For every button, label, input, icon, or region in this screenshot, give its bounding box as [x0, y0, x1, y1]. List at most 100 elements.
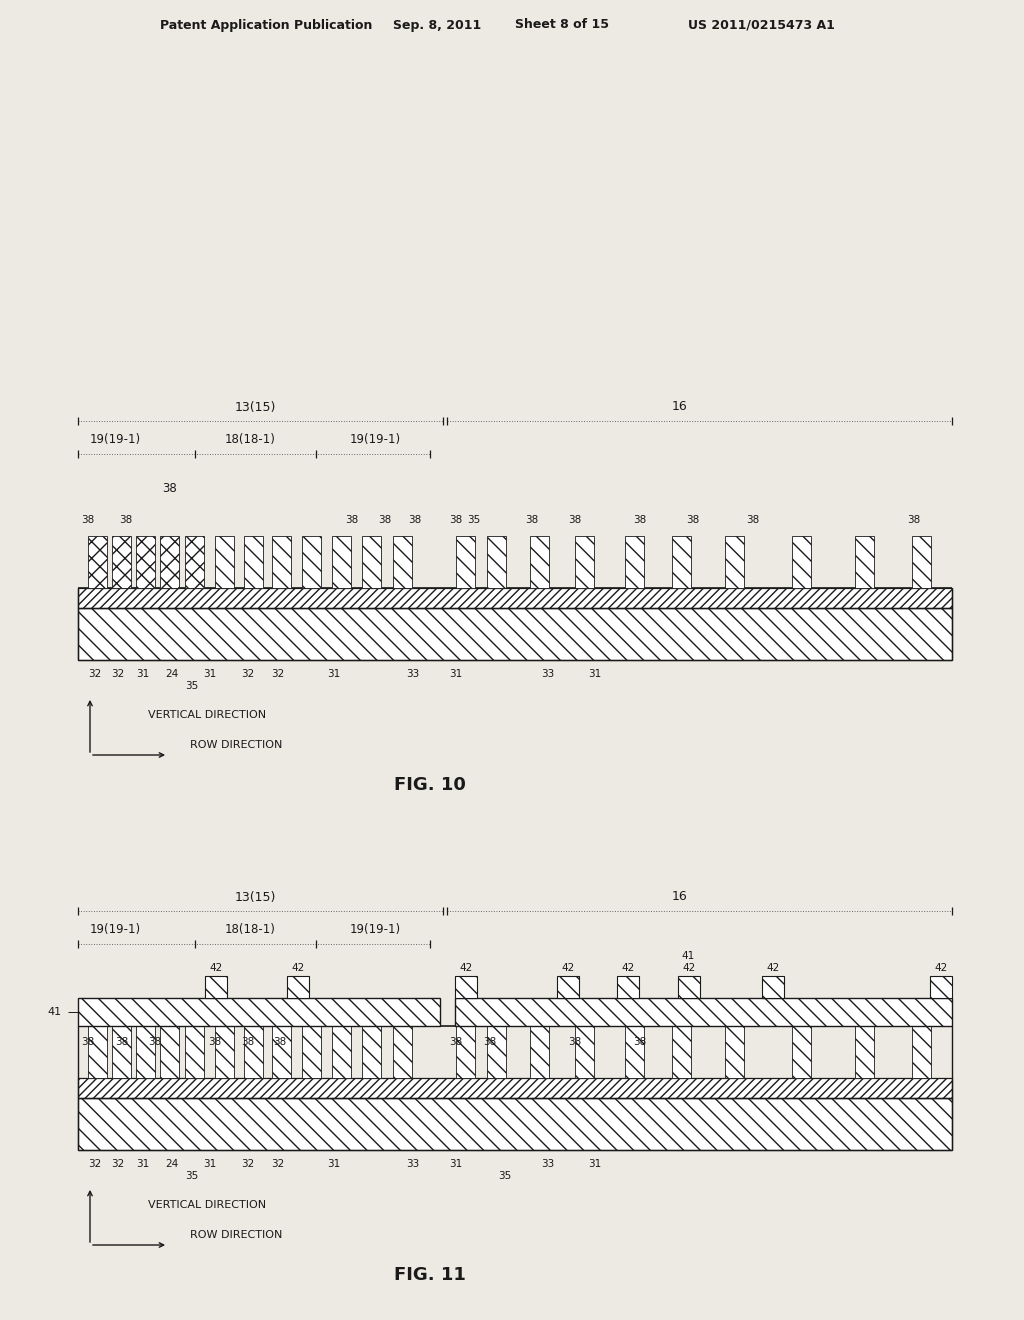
- Bar: [78, 1078, 952, 1098]
- Bar: [272, 1026, 291, 1078]
- Bar: [455, 975, 477, 998]
- Text: 38: 38: [686, 515, 699, 525]
- Bar: [362, 1026, 381, 1078]
- Text: 19(19-1): 19(19-1): [349, 924, 400, 936]
- Bar: [136, 1026, 155, 1078]
- Text: 38: 38: [568, 515, 582, 525]
- Text: 41: 41: [48, 1007, 62, 1016]
- Bar: [160, 1026, 179, 1078]
- Text: 42: 42: [682, 964, 695, 973]
- Text: 42: 42: [934, 964, 947, 973]
- Text: 35: 35: [185, 681, 199, 690]
- Bar: [78, 1098, 952, 1150]
- Bar: [930, 975, 952, 998]
- Text: 42: 42: [460, 964, 473, 973]
- Text: 38: 38: [273, 1038, 287, 1047]
- Bar: [215, 1026, 234, 1078]
- Text: 38: 38: [208, 1038, 221, 1047]
- Bar: [672, 536, 691, 587]
- Text: Sheet 8 of 15: Sheet 8 of 15: [515, 18, 609, 32]
- Bar: [302, 536, 321, 587]
- Bar: [112, 1026, 131, 1078]
- Bar: [530, 1026, 549, 1078]
- Text: 38: 38: [345, 515, 358, 525]
- Bar: [625, 536, 644, 587]
- Bar: [855, 1026, 874, 1078]
- Bar: [617, 975, 639, 998]
- Bar: [455, 998, 952, 1026]
- Bar: [456, 1026, 475, 1078]
- Text: 13(15): 13(15): [234, 891, 275, 903]
- Text: 32: 32: [242, 669, 255, 678]
- Text: 31: 31: [589, 669, 602, 678]
- Bar: [393, 536, 412, 587]
- Bar: [112, 536, 131, 587]
- Text: 38: 38: [116, 1038, 129, 1047]
- Text: 32: 32: [112, 669, 125, 678]
- Text: 31: 31: [450, 1159, 463, 1170]
- Bar: [393, 1026, 412, 1078]
- Bar: [244, 536, 263, 587]
- Text: 31: 31: [328, 1159, 341, 1170]
- Bar: [725, 1026, 744, 1078]
- Bar: [215, 536, 234, 587]
- Bar: [244, 1026, 263, 1078]
- Bar: [160, 536, 179, 587]
- Bar: [792, 1026, 811, 1078]
- Text: 42: 42: [561, 964, 574, 973]
- Text: 38: 38: [81, 1038, 94, 1047]
- Text: 32: 32: [88, 1159, 101, 1170]
- Text: 33: 33: [542, 669, 555, 678]
- Bar: [205, 975, 227, 998]
- Bar: [855, 536, 874, 587]
- Text: 32: 32: [271, 1159, 285, 1170]
- Bar: [456, 536, 475, 587]
- Text: 38: 38: [379, 515, 391, 525]
- Bar: [678, 975, 700, 998]
- Bar: [78, 587, 952, 609]
- Text: 24: 24: [165, 669, 178, 678]
- Text: 38: 38: [409, 515, 422, 525]
- Bar: [912, 1026, 931, 1078]
- Text: 33: 33: [542, 1159, 555, 1170]
- Text: 35: 35: [467, 515, 480, 525]
- Text: 42: 42: [292, 964, 304, 973]
- Text: 33: 33: [407, 1159, 420, 1170]
- Bar: [792, 536, 811, 587]
- Bar: [575, 536, 594, 587]
- Text: 32: 32: [88, 669, 101, 678]
- Text: 38: 38: [450, 515, 463, 525]
- Bar: [530, 536, 549, 587]
- Text: 31: 31: [136, 1159, 150, 1170]
- Text: 19(19-1): 19(19-1): [89, 924, 140, 936]
- Text: 31: 31: [204, 1159, 217, 1170]
- Text: 31: 31: [204, 669, 217, 678]
- Bar: [88, 536, 106, 587]
- Text: 31: 31: [136, 669, 150, 678]
- Bar: [912, 536, 931, 587]
- Text: 16: 16: [672, 400, 688, 413]
- Bar: [287, 975, 309, 998]
- Text: 38: 38: [634, 515, 646, 525]
- Text: 31: 31: [450, 669, 463, 678]
- Text: 38: 38: [148, 1038, 162, 1047]
- Text: 18(18-1): 18(18-1): [224, 433, 275, 446]
- Bar: [78, 609, 952, 660]
- Text: 42: 42: [622, 964, 635, 973]
- Text: 41: 41: [681, 950, 694, 961]
- Text: 32: 32: [271, 669, 285, 678]
- Text: 18(18-1): 18(18-1): [224, 924, 275, 936]
- Text: Patent Application Publication: Patent Application Publication: [160, 18, 373, 32]
- Bar: [136, 536, 155, 587]
- Text: FIG. 11: FIG. 11: [394, 1266, 466, 1284]
- Bar: [725, 536, 744, 587]
- Text: 32: 32: [242, 1159, 255, 1170]
- Text: ROW DIRECTION: ROW DIRECTION: [190, 1230, 283, 1239]
- Text: 35: 35: [185, 1171, 199, 1181]
- Text: 31: 31: [589, 1159, 602, 1170]
- Text: 33: 33: [407, 669, 420, 678]
- Text: VERTICAL DIRECTION: VERTICAL DIRECTION: [148, 710, 266, 719]
- Bar: [302, 1026, 321, 1078]
- Bar: [78, 998, 440, 1026]
- Bar: [487, 1026, 506, 1078]
